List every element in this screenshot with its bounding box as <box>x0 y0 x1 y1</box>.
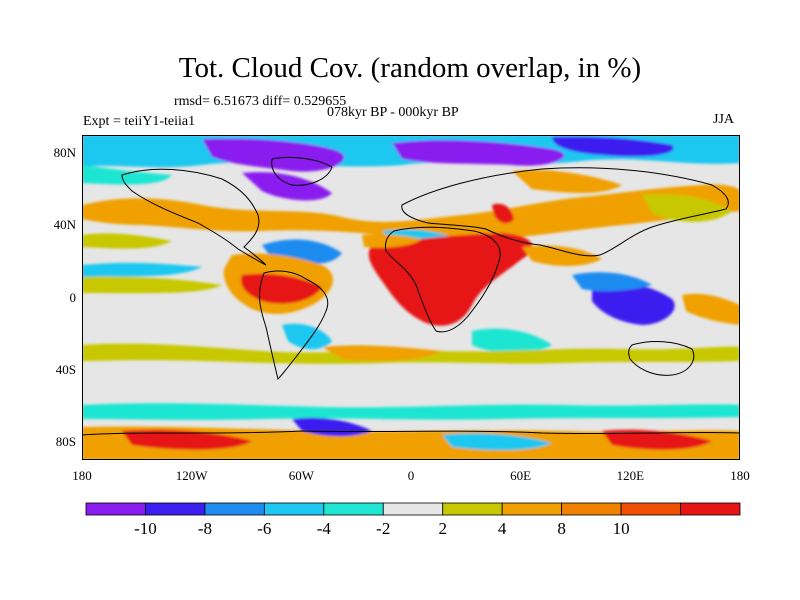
field-antarctic-cyan <box>442 433 552 451</box>
cloud-cover-map <box>82 135 740 460</box>
colorbar-label: 8 <box>557 519 566 538</box>
coast-australia <box>628 341 695 376</box>
colorbar-swatch <box>145 502 206 516</box>
field-arctic-blue <box>552 136 674 157</box>
stats-label: rmsd= 6.51673 diff= 0.529655 <box>174 94 347 109</box>
field-bering <box>82 165 172 185</box>
colorbar-swatch <box>382 502 444 516</box>
colorbar-swatch <box>561 502 622 516</box>
field-pacific-yellow <box>642 193 732 222</box>
field-sh-orange <box>322 345 442 361</box>
field-so-cyan <box>82 403 740 420</box>
colorbar-label: -2 <box>376 519 391 538</box>
lat-label: 40S <box>55 361 76 377</box>
colorbar-swatch <box>263 502 325 516</box>
coastlines <box>82 156 740 436</box>
field-antarctic-red-e <box>602 429 712 450</box>
colorbar-label: -10 <box>134 519 157 538</box>
colorbar-label: 4 <box>497 519 507 538</box>
field-africa-red <box>368 233 533 326</box>
lat-label: 80N <box>53 145 76 161</box>
lon-label: 0 <box>407 468 415 483</box>
field-nh-yellow-w <box>82 233 172 249</box>
lon-label: 60W <box>288 468 314 483</box>
coast-greenland <box>271 156 333 186</box>
field-mc-lightblue <box>572 272 652 292</box>
lon-label: 180 <box>730 468 750 483</box>
colorbar-swatch <box>501 502 563 516</box>
colorbar-label: -8 <box>197 519 212 538</box>
colorbar-label: 10 <box>612 519 630 538</box>
colorbar-swatch <box>442 502 503 516</box>
lat-label: 40N <box>53 217 76 233</box>
lon-label: 120E <box>616 468 645 483</box>
field-siberia-orange <box>512 169 622 193</box>
coast-eurasia <box>401 167 729 257</box>
plot-title: Tot. Cloud Cov. (random overlap, in %) <box>178 52 642 84</box>
field-greenland <box>242 172 332 201</box>
colorbar-label: 2 <box>438 519 447 538</box>
colorbar-swatch <box>323 502 384 516</box>
experiment-label: Expt = teiiY1-teiia1 <box>83 114 196 129</box>
colorbar <box>85 502 741 516</box>
field-epac-yellow <box>82 276 222 294</box>
period-label: 078kyr BP - 000kyr BP <box>327 105 459 120</box>
colorbar-swatch <box>620 502 681 516</box>
field-sahara-orange <box>362 234 422 248</box>
coast-antarctica <box>82 430 740 436</box>
colorbar-swatch <box>204 502 265 516</box>
field-indian-cyan <box>472 328 552 354</box>
field-pacific-orange-e <box>682 293 740 325</box>
map-frame <box>82 135 740 460</box>
field-arctic-purple-c <box>392 140 565 166</box>
field-europe-red <box>492 203 514 224</box>
lat-label: 0 <box>69 289 77 305</box>
lon-label: 60E <box>510 468 532 483</box>
colorbar-label: -6 <box>257 519 272 538</box>
coast-south-america <box>259 270 329 380</box>
field-sa-cyan <box>282 323 332 350</box>
colorbar-label: -4 <box>316 519 331 538</box>
colorbar-swatch <box>85 502 146 516</box>
field-india-orange <box>522 245 602 266</box>
field-antarctic-orange <box>82 426 740 460</box>
field-antarctic-red-w <box>122 429 252 450</box>
colorbar-swatch <box>680 502 741 516</box>
map-panel <box>82 135 740 460</box>
field-epac-cyan <box>82 262 202 277</box>
season-label: JJA <box>713 112 735 127</box>
field-mc-blue <box>592 282 675 325</box>
field-nh-orange <box>82 184 740 241</box>
field-arctic-purple-w <box>202 138 345 172</box>
lat-label: 80S <box>55 433 76 449</box>
lon-label: 120W <box>175 468 208 483</box>
coast-africa <box>385 226 501 333</box>
lon-label: 180 <box>72 468 92 483</box>
coast-north-america <box>121 168 267 266</box>
